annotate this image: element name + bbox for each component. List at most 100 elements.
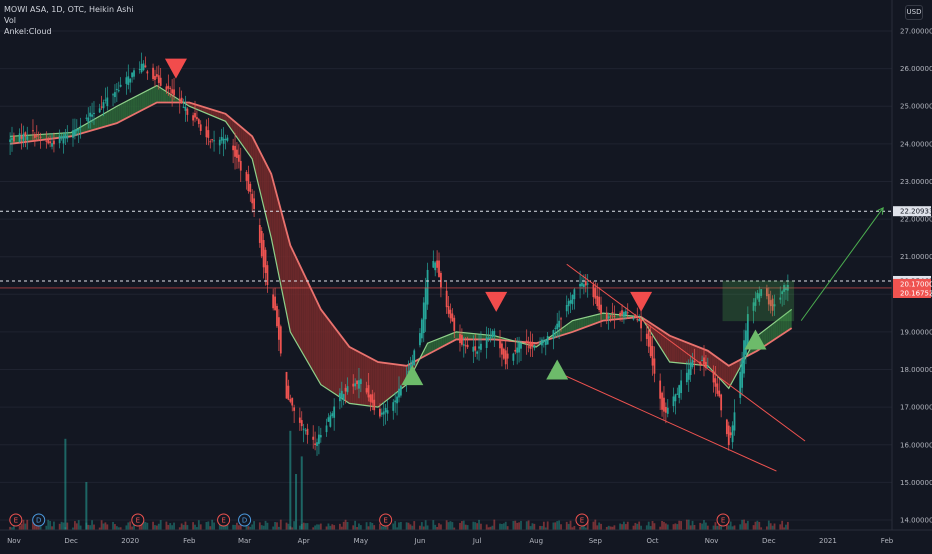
volume-bar (781, 521, 783, 530)
cloud-segment (321, 309, 323, 385)
candle-body (467, 345, 469, 347)
candle-body (307, 429, 309, 435)
volume-bar (160, 520, 162, 530)
candle-body (221, 137, 223, 141)
candle-body (579, 284, 581, 287)
volume-bar (766, 526, 768, 530)
price-tick-label: 21.000000 (900, 253, 932, 261)
volume-bar (293, 521, 295, 530)
volume-bar (352, 525, 354, 530)
volume-bar (491, 526, 493, 530)
candle-body (434, 262, 436, 270)
candle-body (572, 295, 574, 304)
cloud-segment (288, 238, 290, 332)
volume-bar (734, 525, 736, 530)
candle-body (499, 341, 501, 349)
volume-bar (333, 525, 335, 530)
candle-body (667, 408, 669, 414)
candle-body (261, 231, 263, 256)
candle-body (514, 350, 516, 352)
candle-body (621, 310, 623, 314)
volume-bar (594, 520, 596, 530)
cloud-segment (309, 285, 311, 368)
candle-body (11, 138, 13, 140)
cloud-segment (113, 107, 115, 124)
candle-body (181, 98, 183, 104)
volume-bar (158, 524, 160, 530)
candle-body (436, 261, 438, 268)
volume-bar (610, 526, 612, 530)
candle-body (99, 108, 101, 112)
cloud-segment (332, 324, 334, 393)
candle-body (612, 312, 614, 313)
candle-body (606, 313, 608, 319)
candle-body (427, 270, 429, 305)
cloud-segment (323, 312, 325, 387)
price-tag-label: 22.209331 (900, 208, 932, 216)
candle-body (328, 417, 330, 421)
volume-bar (434, 525, 436, 530)
volume-bar (93, 525, 95, 530)
cloud-segment (96, 117, 98, 129)
legend-volume[interactable]: Vol (4, 15, 134, 26)
volume-bar (288, 524, 290, 530)
candle-body (194, 113, 196, 118)
candle-body (716, 384, 718, 394)
cloud-segment (105, 112, 107, 127)
volume-bar (421, 522, 423, 530)
volume-bar (154, 525, 156, 530)
volume-bar (667, 524, 669, 530)
time-tick-label: Sep (589, 537, 603, 545)
candle-body (312, 437, 314, 440)
cloud-segment (138, 94, 140, 112)
volume-bar (728, 525, 730, 530)
candle-body (316, 442, 318, 446)
candle-body (432, 261, 434, 268)
candle-body (301, 420, 303, 426)
candle-body (423, 303, 425, 334)
cloud-segment (325, 314, 327, 388)
volume-bar (732, 526, 734, 530)
volume-bar (305, 523, 307, 530)
candle-body (74, 130, 76, 136)
candle-body (89, 113, 91, 117)
cloud-segment (130, 98, 132, 116)
candle-body (556, 324, 558, 330)
candle-body (520, 343, 522, 348)
cloud-segment (277, 195, 279, 275)
volume-bars (9, 431, 789, 530)
candle-body (654, 358, 656, 373)
cloud-segment (391, 364, 393, 397)
legend-indicator[interactable]: Ankel:Cloud (4, 26, 134, 37)
candle-body (745, 330, 747, 354)
volume-bar (787, 522, 789, 530)
volume-bar (166, 522, 168, 530)
candle-body (143, 64, 145, 71)
legend-symbol[interactable]: MOWI ASA, 1D, OTC, Heikin Ashi (4, 4, 134, 15)
currency-button[interactable]: USD (905, 5, 923, 20)
volume-bar (493, 520, 495, 530)
volume-bar (21, 524, 23, 530)
price-tick-label: 24.000000 (900, 140, 932, 148)
volume-bar (105, 522, 107, 530)
volume-bar (410, 524, 412, 530)
cloud-segment (319, 305, 321, 384)
volume-bar (329, 526, 331, 530)
candle-body (331, 413, 333, 416)
candle-body (587, 284, 589, 285)
volume-bar (381, 526, 383, 530)
volume-bar (532, 523, 534, 530)
volume-bar (80, 526, 82, 530)
candle-body (600, 305, 602, 314)
candle-body (360, 379, 362, 384)
volume-bar (627, 522, 629, 530)
candle-body (385, 408, 387, 412)
candle-body (185, 107, 187, 111)
candle-body (19, 133, 21, 142)
volume-bar (45, 526, 47, 530)
candle-body (532, 343, 534, 346)
volume-spike (301, 456, 303, 530)
time-tick-label: Feb (881, 537, 894, 545)
